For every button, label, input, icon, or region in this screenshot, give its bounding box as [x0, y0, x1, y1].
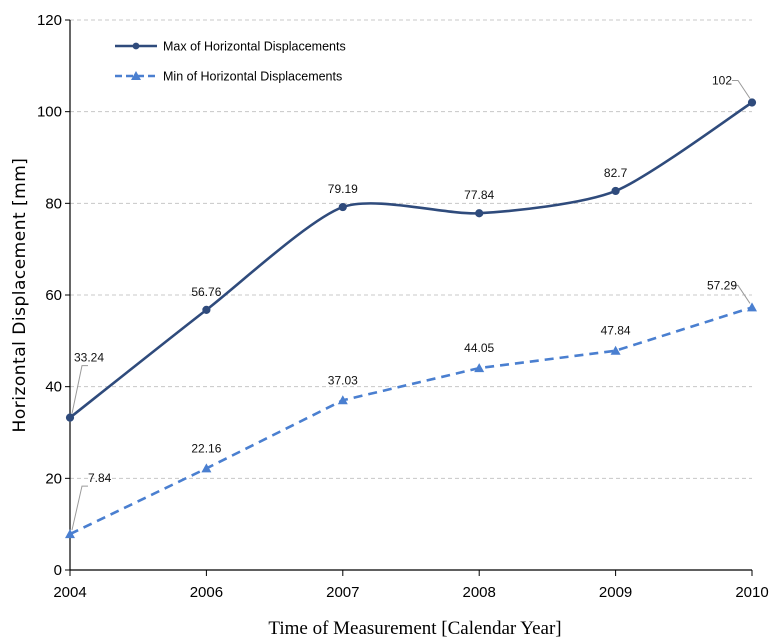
- data-label: 47.84: [601, 324, 631, 338]
- y-tick-label: 40: [45, 379, 62, 396]
- label-leader-line: [732, 80, 751, 99]
- data-label-layer: 33.24 56.76 79.19 77.84 82.7 102 7.84 22.16 37.0…: [71, 74, 751, 531]
- label-leader-line: [71, 365, 88, 414]
- grid-layer: [70, 19, 752, 479]
- legend-label: Min of Horizontal Displacements: [163, 70, 342, 84]
- data-label: 7.84: [88, 471, 112, 485]
- data-label: 82.7: [604, 166, 628, 180]
- data-point-max: [202, 305, 211, 314]
- data-label: 57.29: [707, 278, 737, 292]
- data-label: 77.84: [464, 188, 494, 202]
- data-point-min: [337, 395, 348, 405]
- data-point-max: [65, 413, 75, 422]
- x-tick-label: 2004: [53, 584, 86, 601]
- label-leader-line: [732, 284, 751, 304]
- x-tick-label: 2009: [599, 584, 632, 601]
- data-point-max: [747, 98, 757, 107]
- axis-layer: 0 20 40 60 80 100 120 2004 2006 2007 2008 2009 2010: [37, 12, 769, 601]
- series-layer: [65, 98, 757, 539]
- data-point-min: [610, 345, 621, 355]
- data-label: 56.76: [191, 285, 221, 299]
- y-tick-label: 20: [45, 470, 62, 487]
- x-axis-title: Time of Measurement [Calendar Year]: [268, 618, 561, 639]
- data-label: 33.24: [74, 351, 104, 365]
- x-tick-label: 2007: [326, 584, 359, 601]
- legend-marker-circle: [132, 42, 140, 50]
- data-point-max: [475, 209, 484, 218]
- y-tick-label: 80: [45, 195, 62, 212]
- series-line-max: [69, 101, 753, 419]
- data-label: 102: [712, 74, 732, 88]
- series-line-min: [69, 306, 753, 536]
- x-tick-label: 2010: [735, 584, 768, 601]
- x-tick-label: 2008: [463, 584, 496, 601]
- data-label: 37.03: [328, 373, 358, 387]
- y-axis-title: Horizontal Displacement [mm]: [10, 158, 30, 433]
- label-leader-line: [71, 485, 88, 531]
- data-point-max: [611, 186, 620, 196]
- data-label: 22.16: [191, 441, 221, 455]
- y-tick-label: 0: [54, 562, 62, 579]
- data-point-min: [201, 463, 212, 473]
- y-tick-label: 100: [37, 104, 62, 121]
- y-tick-label: 60: [45, 287, 62, 304]
- x-tick-label: 2006: [190, 584, 223, 601]
- legend-marker-triangle: [131, 71, 141, 80]
- y-tick-label: 120: [37, 12, 62, 29]
- data-point-max: [338, 202, 347, 212]
- data-point-min: [474, 363, 485, 373]
- legend: Max of Horizontal Displacements Min of Ho…: [115, 40, 346, 84]
- data-point-min: [65, 529, 75, 539]
- data-label: 44.05: [464, 341, 494, 355]
- legend-label: Max of Horizontal Displacements: [163, 40, 346, 54]
- data-label: 79.19: [328, 182, 358, 196]
- data-point-min: [747, 302, 757, 312]
